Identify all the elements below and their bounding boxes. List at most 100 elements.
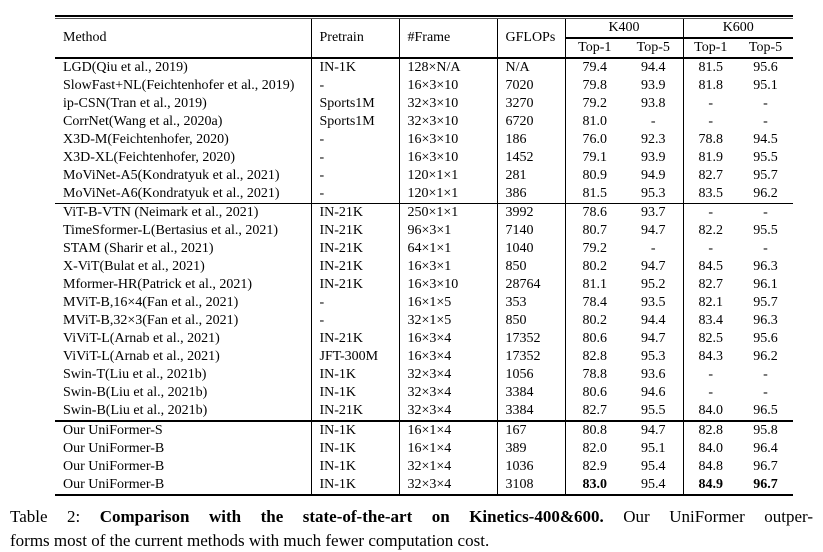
header-row-1: Method Pretrain #Frame GFLOPs K400 K600 [55,19,793,59]
cell-k400-top5: 94.7 [624,222,684,240]
cell-gflops: 17352 [497,348,566,366]
col-header-method: Method [55,19,312,59]
cell-frame: 120×1×1 [399,167,498,185]
cell-k400-top1: 78.6 [565,203,624,222]
cell-method: MViT-B,16×4(Fan et al., 2021) [55,294,312,312]
cell-k400-top5: 94.7 [624,258,684,276]
cell-method: ViViT-L(Arnab et al., 2021) [55,330,312,348]
cell-k600-top5: 95.6 [753,60,778,75]
cell-frame: 16×1×4 [399,440,498,458]
cell-pretrain: IN-1K [311,366,400,384]
table-row: LGD(Qiu et al., 2019) IN-1K 128×N/A N/A 79.4… [55,58,793,77]
cell-pretrain: JFT-300M [311,348,400,366]
cell-frame: 16×3×4 [399,348,498,366]
cell-pretrain: - [311,294,400,312]
cell-k600-top5: 95.1 [753,78,778,93]
caption-line-1: Table 2: Comparison with the state-of-th… [10,505,813,529]
cell-k600-top1: 82.2 [698,223,724,238]
table-row: ip-CSN(Tran et al., 2019) Sports1M 32×3×10… [55,95,793,113]
col-header-k400: K400 [565,19,684,39]
cell-k600-top1: 82.8 [683,420,738,440]
cell-gflops: 3108 [497,476,566,495]
cell-k600-top5: 96.2 [753,349,778,364]
cell-k400-top1: 79.4 [582,60,608,75]
cell-k600-top5: 94.5 [753,132,778,147]
cell-frame: 96×3×1 [399,222,498,240]
cell-method: LGD(Qiu et al., 2019) [55,58,312,77]
cell-k600-top5: 96.1 [753,277,778,292]
cell-pretrain: IN-1K [311,384,400,402]
cell-k600-top1: 82.7 [698,168,724,183]
cell-k400-top1: 76.0 [582,132,608,147]
cell-k400-top5: 95.3 [624,348,684,366]
cell-frame: 32×1×4 [399,458,498,476]
cell-gflops: 6720 [497,113,566,131]
cell-k400-top1: 82.7 [582,403,608,418]
cell-frame: 120×1×1 [399,185,498,204]
cell-frame: 64×1×1 [399,240,498,258]
cell-pretrain: - [311,77,400,95]
cell-k400-top1: 82.9 [582,459,608,474]
cell-k400-top1: 81.0 [582,114,608,129]
cell-frame: 32×3×4 [399,366,498,384]
cell-k600-top5: 96.5 [753,403,778,418]
cell-gflops: 3384 [497,384,566,402]
cell-method: STAM (Sharir et al., 2021) [55,240,312,258]
cell-k600-top1: 84.3 [698,349,724,364]
cell-pretrain: IN-21K [311,222,400,240]
cell-pretrain: IN-1K [311,458,400,476]
cell-k400-top5: 93.8 [624,95,684,113]
cell-frame: 32×3×10 [399,113,498,131]
cell-k400-top5: 95.1 [624,440,684,458]
cell-k600-top1: - [708,96,714,111]
cell-pretrain: - [311,185,400,204]
cell-frame: 16×3×10 [399,149,498,167]
cell-k600-top1: - [708,367,714,382]
cell-gflops: 386 [497,185,566,204]
cell-method: Swin-B(Liu et al., 2021b) [55,384,312,402]
cell-frame: 32×1×5 [399,312,498,330]
cell-k600-top1: 81.5 [698,60,724,75]
cell-k600-top5: 95.5 [753,223,778,238]
cell-gflops: 17352 [497,330,566,348]
table-row: TimeSformer-L(Bertasius et al., 2021) IN-… [55,222,793,240]
cell-k600-top1: 84.9 [698,477,724,492]
cell-frame: 16×3×1 [399,258,498,276]
group-cnn-methods: LGD(Qiu et al., 2019) IN-1K 128×N/A N/A 79.4… [55,58,793,204]
cell-k600-top5: 96.2 [753,186,778,201]
cell-frame: 32×3×10 [399,95,498,113]
table-row: Mformer-HR(Patrick et al., 2021) IN-21K 16… [55,276,793,294]
cell-pretrain: Sports1M [311,113,400,131]
cell-k600-top5: - [738,203,793,222]
table-row: X3D-XL(Feichtenhofer, 2020) -16×3×10 1452 7… [55,149,793,167]
caption-text-rest: Our UniFormer outper- [623,507,813,526]
cell-k600-top1: - [683,203,738,222]
cell-k600-top1: 84.8 [698,459,724,474]
cell-k600-top5: 95.5 [753,150,778,165]
cell-gflops: 850 [497,258,566,276]
cell-k400-top1: 79.1 [582,150,608,165]
cell-k600-top1: 81.8 [698,78,724,93]
cell-pretrain: IN-1K [311,58,400,77]
cell-method: Our UniFormer-B [55,440,312,458]
cell-pretrain: - [311,131,400,149]
cell-k400-top5: 93.6 [624,366,684,384]
cell-gflops: 353 [497,294,566,312]
cell-k400-top5: 93.9 [624,149,684,167]
cell-k400-top1: 78.8 [582,367,608,382]
table-row: SlowFast+NL(Feichtenhofer et al., 2019) -… [55,77,793,95]
cell-k400-top5: 94.4 [624,58,684,77]
cell-k600-top1: 84.0 [698,403,724,418]
cell-k600-top1: 83.4 [698,313,724,328]
table-row: ViViT-L(Arnab et al., 2021) IN-21K 16×3×4 1… [55,330,793,348]
table-row: Swin-T(Liu et al., 2021b) IN-1K 32×3×4 1056… [55,366,793,384]
cell-gflops: 1452 [497,149,566,167]
cell-k600-top5: 96.3 [753,259,778,274]
table-row: Swin-B(Liu et al., 2021b) IN-21K 32×3×4 338… [55,402,793,421]
cell-k600-top1: - [708,385,714,400]
cell-frame: 32×3×4 [399,402,498,421]
cell-k400-top1: 81.1 [582,277,608,292]
cell-k600-top5: 95.7 [753,168,778,183]
cell-k400-top1: 80.2 [582,259,608,274]
cell-k600-top1: 82.5 [698,331,724,346]
